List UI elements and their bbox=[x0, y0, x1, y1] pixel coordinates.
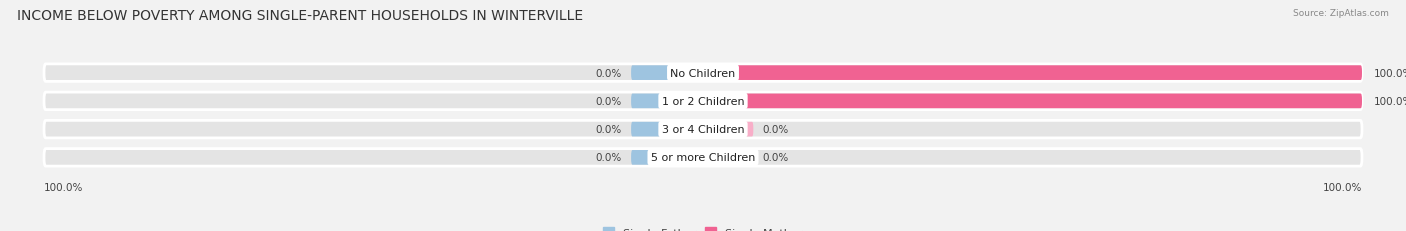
Text: 1 or 2 Children: 1 or 2 Children bbox=[662, 97, 744, 106]
Text: 5 or more Children: 5 or more Children bbox=[651, 153, 755, 163]
FancyBboxPatch shape bbox=[631, 150, 703, 165]
Text: 100.0%: 100.0% bbox=[1323, 182, 1362, 192]
FancyBboxPatch shape bbox=[44, 65, 1362, 82]
FancyBboxPatch shape bbox=[631, 94, 703, 109]
Text: 0.0%: 0.0% bbox=[596, 68, 621, 78]
FancyBboxPatch shape bbox=[631, 66, 703, 81]
Text: 0.0%: 0.0% bbox=[762, 153, 789, 163]
FancyBboxPatch shape bbox=[703, 150, 754, 165]
Text: 0.0%: 0.0% bbox=[596, 125, 621, 134]
FancyBboxPatch shape bbox=[44, 121, 1362, 138]
Text: 100.0%: 100.0% bbox=[1374, 97, 1406, 106]
Text: INCOME BELOW POVERTY AMONG SINGLE-PARENT HOUSEHOLDS IN WINTERVILLE: INCOME BELOW POVERTY AMONG SINGLE-PARENT… bbox=[17, 9, 583, 23]
FancyBboxPatch shape bbox=[703, 66, 1362, 81]
Legend: Single Father, Single Mother: Single Father, Single Mother bbox=[599, 223, 807, 231]
FancyBboxPatch shape bbox=[44, 93, 1362, 110]
FancyBboxPatch shape bbox=[703, 122, 754, 137]
Text: Source: ZipAtlas.com: Source: ZipAtlas.com bbox=[1294, 9, 1389, 18]
Text: 100.0%: 100.0% bbox=[44, 182, 83, 192]
FancyBboxPatch shape bbox=[631, 122, 703, 137]
Text: 0.0%: 0.0% bbox=[762, 125, 789, 134]
FancyBboxPatch shape bbox=[44, 149, 1362, 166]
Text: 100.0%: 100.0% bbox=[1374, 68, 1406, 78]
Text: No Children: No Children bbox=[671, 68, 735, 78]
Text: 0.0%: 0.0% bbox=[596, 97, 621, 106]
FancyBboxPatch shape bbox=[703, 94, 1362, 109]
Text: 0.0%: 0.0% bbox=[596, 153, 621, 163]
Text: 3 or 4 Children: 3 or 4 Children bbox=[662, 125, 744, 134]
